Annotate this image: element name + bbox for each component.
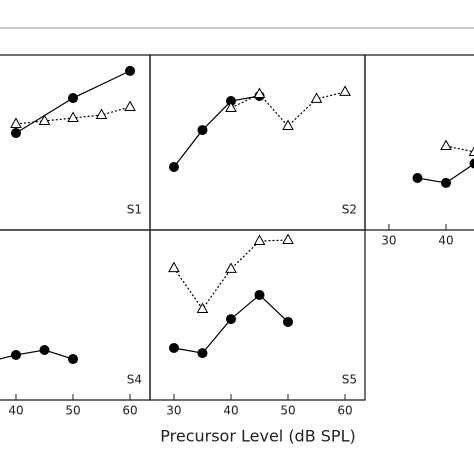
circle-marker bbox=[283, 316, 294, 327]
x-tick-label: 30 bbox=[166, 404, 181, 418]
circle-marker bbox=[469, 158, 474, 169]
series-line bbox=[0, 349, 74, 360]
panel-label: S5 bbox=[342, 373, 357, 387]
circle-marker bbox=[254, 289, 265, 300]
triangle-marker bbox=[124, 100, 136, 111]
x-tick-label: 40 bbox=[438, 234, 453, 248]
circle-marker bbox=[10, 128, 21, 139]
circle-marker bbox=[168, 342, 179, 353]
circle-marker bbox=[225, 314, 236, 325]
triangle-marker bbox=[253, 87, 266, 99]
panel-label: S1 bbox=[127, 203, 142, 217]
x-tick-label: 60 bbox=[122, 404, 137, 418]
circle-marker bbox=[197, 348, 208, 359]
triangle-marker bbox=[282, 119, 294, 131]
circle-marker bbox=[68, 354, 79, 365]
x-tick-label: 40 bbox=[223, 404, 238, 418]
series-line bbox=[173, 239, 289, 311]
circle-marker bbox=[125, 65, 136, 76]
circle-marker bbox=[440, 177, 451, 188]
triangle-marker bbox=[440, 139, 452, 150]
circle-marker bbox=[225, 96, 236, 107]
x-tick-label: 40 bbox=[8, 404, 23, 418]
panel-frame bbox=[149, 54, 366, 231]
series-line bbox=[173, 95, 260, 168]
triangle-marker bbox=[38, 114, 51, 125]
series-line bbox=[230, 91, 346, 127]
triangle-marker bbox=[282, 233, 294, 245]
triangle-marker bbox=[168, 261, 180, 273]
circle-marker bbox=[168, 162, 179, 172]
triangle-marker bbox=[95, 108, 108, 120]
triangle-marker bbox=[253, 234, 266, 246]
panel-label: S4 bbox=[127, 373, 142, 387]
circle-marker bbox=[39, 345, 50, 356]
panel-frame bbox=[364, 54, 474, 231]
x-tick-label: 60 bbox=[337, 404, 352, 418]
x-tick-label: 50 bbox=[65, 404, 80, 418]
panel-frame bbox=[149, 229, 366, 401]
triangle-marker bbox=[468, 146, 474, 156]
triangle-marker bbox=[310, 92, 323, 103]
x-tick-label: 30 bbox=[381, 234, 396, 248]
circle-marker bbox=[10, 349, 21, 360]
triangle-marker bbox=[10, 117, 22, 128]
circle-marker bbox=[197, 125, 208, 136]
x-tick-label: 50 bbox=[280, 404, 295, 418]
x-axis-label: Precursor Level (dB SPL) bbox=[160, 427, 355, 446]
series-line bbox=[445, 145, 474, 153]
circle-marker bbox=[68, 93, 79, 104]
circle-marker bbox=[412, 173, 423, 184]
triangle-marker bbox=[225, 101, 237, 113]
triangle-marker bbox=[67, 111, 79, 122]
panel-label: S2 bbox=[342, 203, 357, 217]
triangle-marker bbox=[225, 262, 237, 273]
triangle-marker bbox=[339, 85, 351, 96]
triangle-marker bbox=[196, 302, 209, 314]
